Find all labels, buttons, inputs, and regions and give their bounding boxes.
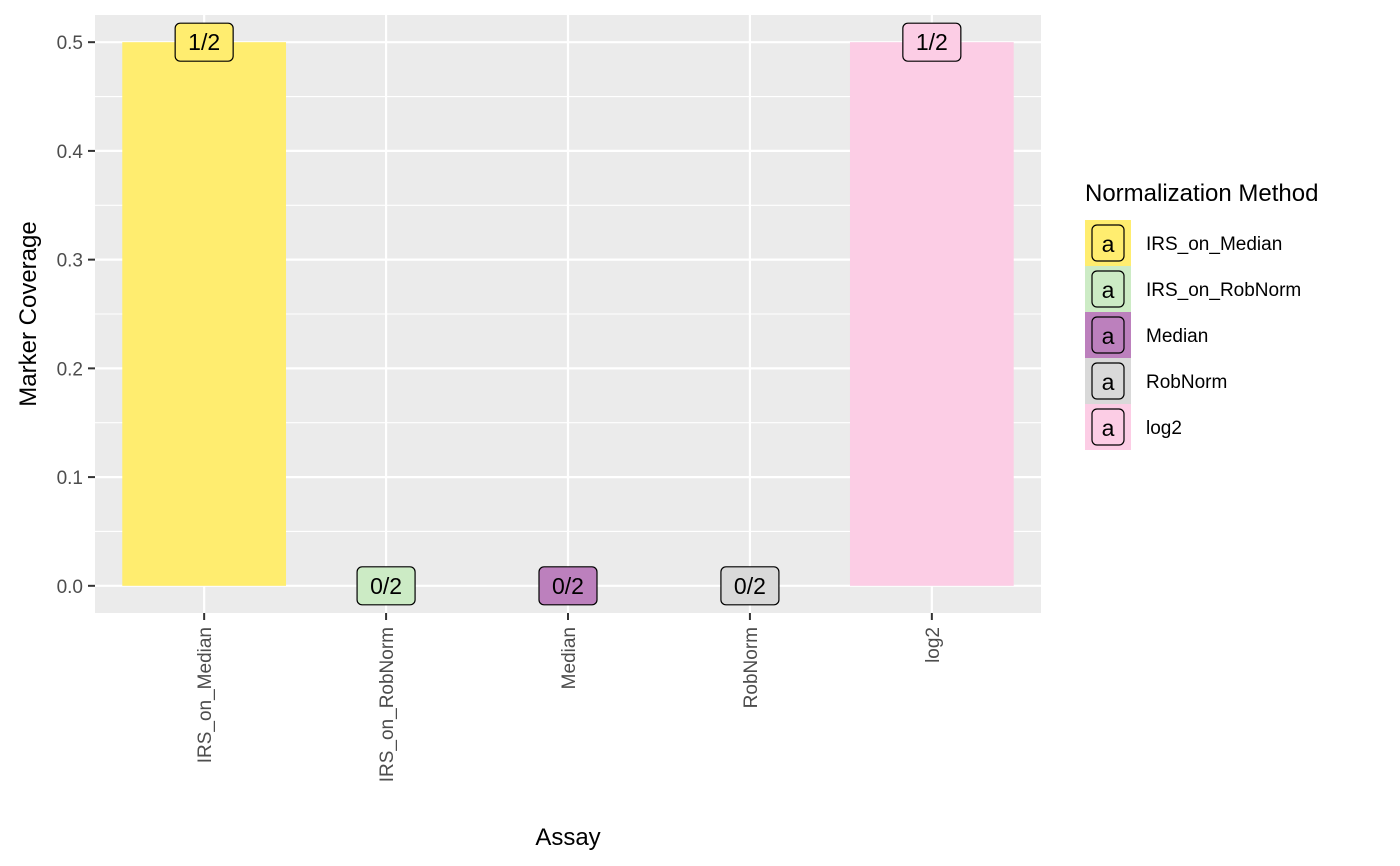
data-label-text: 1/2	[916, 29, 948, 55]
legend-key-glyph: a	[1102, 323, 1115, 349]
bar-log2	[849, 42, 1014, 586]
x-tick-label: log2	[923, 627, 944, 663]
data-label-box	[356, 566, 416, 606]
data-label-layer: 1/2 0/2 0/2 0/2 1/2	[174, 22, 962, 606]
legend-key-box	[1091, 408, 1125, 446]
legend-item-log2: a log2	[1085, 404, 1182, 450]
legend-key-glyph: a	[1102, 231, 1115, 257]
data-label-RobNorm: 0/2	[720, 566, 780, 606]
legend-key-box	[1091, 270, 1125, 308]
legend-label: IRS_on_Median	[1146, 234, 1282, 255]
legend-item-IRS_on_Median: a IRS_on_Median	[1085, 220, 1282, 266]
y-axis-title: Marker Coverage	[15, 221, 42, 406]
legend-key-glyph: a	[1102, 369, 1115, 395]
legend-label: Median	[1146, 326, 1208, 347]
axis-layer: 0.0 0.1 0.2 0.3 0.4 0.5 IRS_on_Median IRS_on_Ro…	[57, 33, 944, 782]
y-tick-label: 0.1	[57, 468, 83, 489]
x-tick-label: IRS_on_Median	[195, 627, 216, 763]
y-tick-label: 0.3	[57, 251, 83, 272]
x-tick-label: RobNorm	[741, 627, 762, 708]
data-label-box	[174, 22, 234, 62]
legend-label: IRS_on_RobNorm	[1146, 280, 1301, 301]
bar-IRS_on_Median	[122, 42, 287, 586]
data-label-text: 0/2	[370, 573, 402, 599]
data-label-IRS_on_RobNorm: 0/2	[356, 566, 416, 606]
legend-key-box	[1091, 362, 1125, 400]
legend-key-glyph: a	[1102, 415, 1115, 441]
y-tick-label: 0.2	[57, 359, 83, 380]
legend-key-box	[1091, 224, 1125, 262]
legend-item-Median: a Median	[1085, 312, 1208, 358]
y-tick-label: 0.5	[57, 33, 83, 54]
y-tick-label: 0.4	[57, 142, 84, 163]
data-label-box	[902, 22, 962, 62]
legend-title: Normalization Method	[1085, 180, 1318, 207]
data-label-text: 0/2	[734, 573, 766, 599]
legend-item-RobNorm: a RobNorm	[1085, 358, 1227, 404]
x-axis-title: Assay	[535, 824, 600, 851]
data-label-box	[538, 566, 598, 606]
y-tick-label: 0.0	[57, 577, 83, 598]
data-label-text: 0/2	[552, 573, 584, 599]
data-label-box	[720, 566, 780, 606]
legend-item-IRS_on_RobNorm: a IRS_on_RobNorm	[1085, 266, 1301, 312]
data-label-text: 1/2	[188, 29, 220, 55]
legend-label: RobNorm	[1146, 372, 1227, 393]
data-label-Median: 0/2	[538, 566, 598, 606]
legend-key-box	[1091, 316, 1125, 354]
data-label-log2: 1/2	[902, 22, 962, 62]
bar-layer	[122, 42, 1014, 586]
x-tick-label: Median	[559, 627, 580, 689]
data-label-IRS_on_Median: 1/2	[174, 22, 234, 62]
legend-label: log2	[1146, 418, 1182, 439]
legend-key-glyph: a	[1102, 277, 1115, 303]
x-tick-label: IRS_on_RobNorm	[377, 627, 398, 782]
